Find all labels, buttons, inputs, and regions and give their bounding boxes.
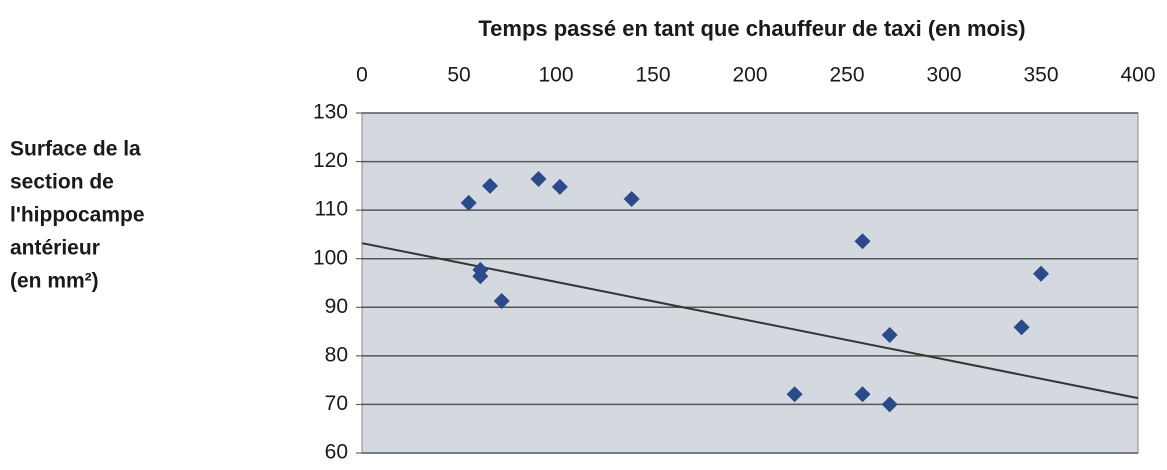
x-tick-label: 400	[1120, 64, 1155, 87]
trendline	[361, 242, 1139, 400]
y-tick-label: 130	[313, 101, 348, 124]
data-point	[854, 386, 871, 403]
data-point	[881, 396, 898, 413]
x-tick-label: 50	[447, 64, 470, 87]
x-tick-label: 300	[926, 64, 961, 87]
y-axis-title: l'hippocampe	[10, 204, 145, 227]
x-axis-title: Temps passé en tant que chauffeur de tax…	[478, 16, 1025, 41]
data-point	[881, 326, 898, 343]
x-tick-label: 100	[538, 64, 573, 87]
data-point	[623, 190, 640, 207]
y-axis-title: (en mm²)	[10, 270, 99, 293]
x-tick-label: 350	[1023, 64, 1058, 87]
data-point	[493, 292, 510, 309]
x-tick-label: 250	[829, 64, 864, 87]
y-tick-label: 90	[325, 295, 348, 318]
y-axis-title: section de	[10, 171, 114, 194]
data-point	[1013, 319, 1030, 336]
data-point	[482, 177, 499, 194]
data-point	[472, 268, 489, 285]
y-tick-label: 110	[315, 198, 348, 221]
y-axis-title: Surface de la	[10, 138, 141, 161]
x-tick-label: 0	[356, 64, 368, 87]
data-point	[551, 178, 568, 195]
data-point	[786, 386, 803, 403]
data-point	[460, 194, 477, 211]
y-tick-label: 70	[325, 392, 348, 415]
x-tick-label: 200	[732, 64, 767, 87]
data-point	[530, 171, 547, 188]
data-point	[854, 233, 871, 250]
x-tick-label: 150	[635, 64, 670, 87]
y-tick-label: 120	[313, 149, 348, 172]
y-axis-title: antérieur	[10, 237, 100, 260]
y-tick-label: 100	[313, 246, 348, 269]
y-tick-label: 60	[325, 441, 348, 464]
y-tick-label: 80	[325, 343, 348, 366]
plot-area	[361, 112, 1139, 454]
data-point	[1033, 265, 1049, 282]
